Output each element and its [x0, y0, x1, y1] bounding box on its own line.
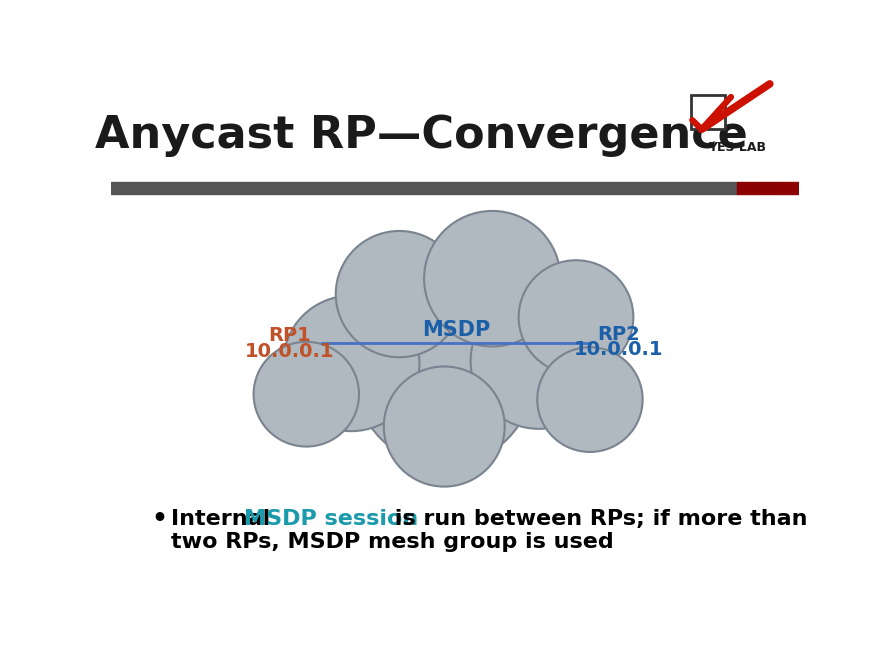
- Text: 10.0.0.1: 10.0.0.1: [574, 340, 663, 359]
- Circle shape: [384, 366, 504, 487]
- Circle shape: [254, 342, 359, 447]
- Circle shape: [355, 288, 534, 465]
- Text: YES LAB: YES LAB: [709, 141, 766, 154]
- Bar: [111, 183, 737, 194]
- FancyBboxPatch shape: [691, 95, 725, 129]
- Text: MSDP: MSDP: [422, 319, 490, 340]
- Circle shape: [537, 348, 643, 452]
- Circle shape: [471, 293, 607, 429]
- Text: RP2: RP2: [598, 325, 640, 344]
- Text: MSDP session: MSDP session: [244, 509, 418, 529]
- Bar: [737, 183, 799, 194]
- Circle shape: [283, 295, 419, 431]
- Text: Anycast RP—Convergence: Anycast RP—Convergence: [95, 114, 748, 157]
- Text: Internal: Internal: [171, 509, 279, 529]
- Circle shape: [519, 260, 633, 374]
- Text: is run between RPs; if more than: is run between RPs; if more than: [387, 509, 807, 529]
- Text: two RPs, MSDP mesh group is used: two RPs, MSDP mesh group is used: [171, 532, 614, 552]
- Circle shape: [424, 211, 560, 346]
- Text: RP1: RP1: [268, 326, 311, 346]
- Circle shape: [336, 231, 463, 358]
- Text: 10.0.0.1: 10.0.0.1: [244, 342, 334, 361]
- Text: •: •: [151, 507, 167, 531]
